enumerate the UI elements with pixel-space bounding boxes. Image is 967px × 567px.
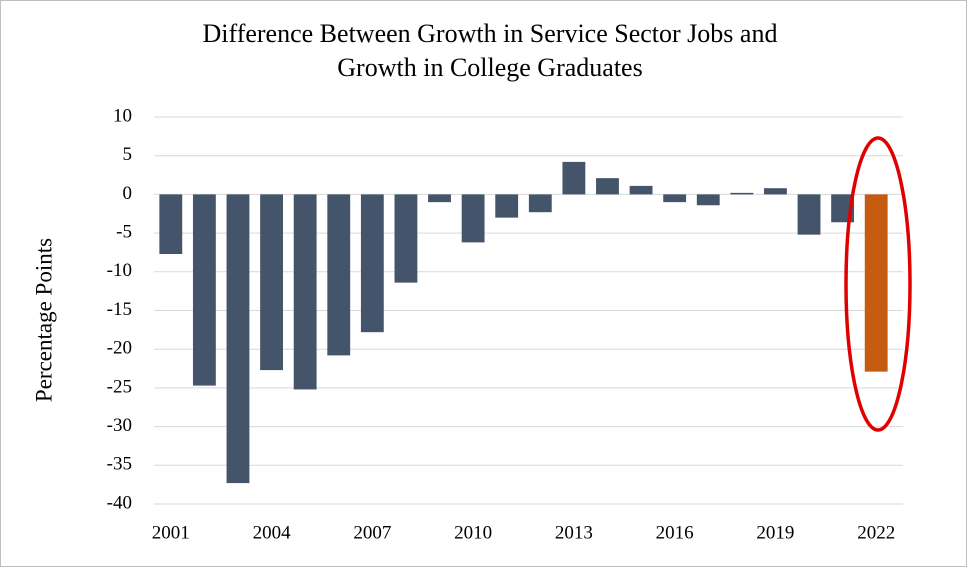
y-tick-label: -15 <box>107 299 132 320</box>
y-tick-label: -25 <box>107 376 132 397</box>
bar <box>696 194 720 206</box>
bar <box>797 194 821 235</box>
x-tick-label: 2022 <box>857 522 895 543</box>
chart-title: Difference Between Growth in Service Sec… <box>203 19 778 48</box>
bar <box>226 194 250 484</box>
y-tick-label: -30 <box>107 415 132 436</box>
x-tick-label: 2016 <box>656 522 694 543</box>
bar <box>629 185 653 195</box>
bar <box>562 161 586 195</box>
bar <box>327 194 351 356</box>
y-axis-label: Percentage Points <box>31 238 56 402</box>
bar <box>764 188 787 195</box>
y-tick-label: -35 <box>107 454 132 475</box>
bar <box>159 194 183 254</box>
bar <box>360 194 384 333</box>
y-tick-label: 0 <box>123 183 133 204</box>
y-tick-label: -40 <box>107 492 132 513</box>
bar <box>293 194 317 390</box>
bar <box>596 178 619 195</box>
bar <box>864 194 888 372</box>
y-tick-label: 5 <box>123 144 133 165</box>
bar <box>663 194 687 203</box>
x-tick-label: 2007 <box>353 522 391 543</box>
chart-title: Growth in College Graduates <box>337 53 642 82</box>
x-tick-label: 2010 <box>454 522 492 543</box>
bar <box>428 194 451 203</box>
bar <box>528 194 552 213</box>
bar <box>260 194 283 371</box>
y-tick-label: -5 <box>116 221 132 242</box>
x-tick-label: 2013 <box>555 522 593 543</box>
plot-area: 10 5 0 -5 -10 -15 -20 -25 -30 -35 -40 2001 2004 2007 2… <box>107 105 903 543</box>
x-tick-label: 2019 <box>756 522 794 543</box>
y-tick-label: -10 <box>107 260 132 281</box>
x-tick-label: 2001 <box>152 522 190 543</box>
bar <box>192 194 216 386</box>
y-tick-label: 10 <box>113 105 132 126</box>
x-tick-label: 2004 <box>253 522 292 543</box>
bar <box>730 192 754 195</box>
y-tick-label: -20 <box>107 338 132 359</box>
highlight-ellipse <box>844 136 912 432</box>
bar <box>394 194 418 283</box>
bar <box>461 194 485 243</box>
bar <box>495 194 519 218</box>
